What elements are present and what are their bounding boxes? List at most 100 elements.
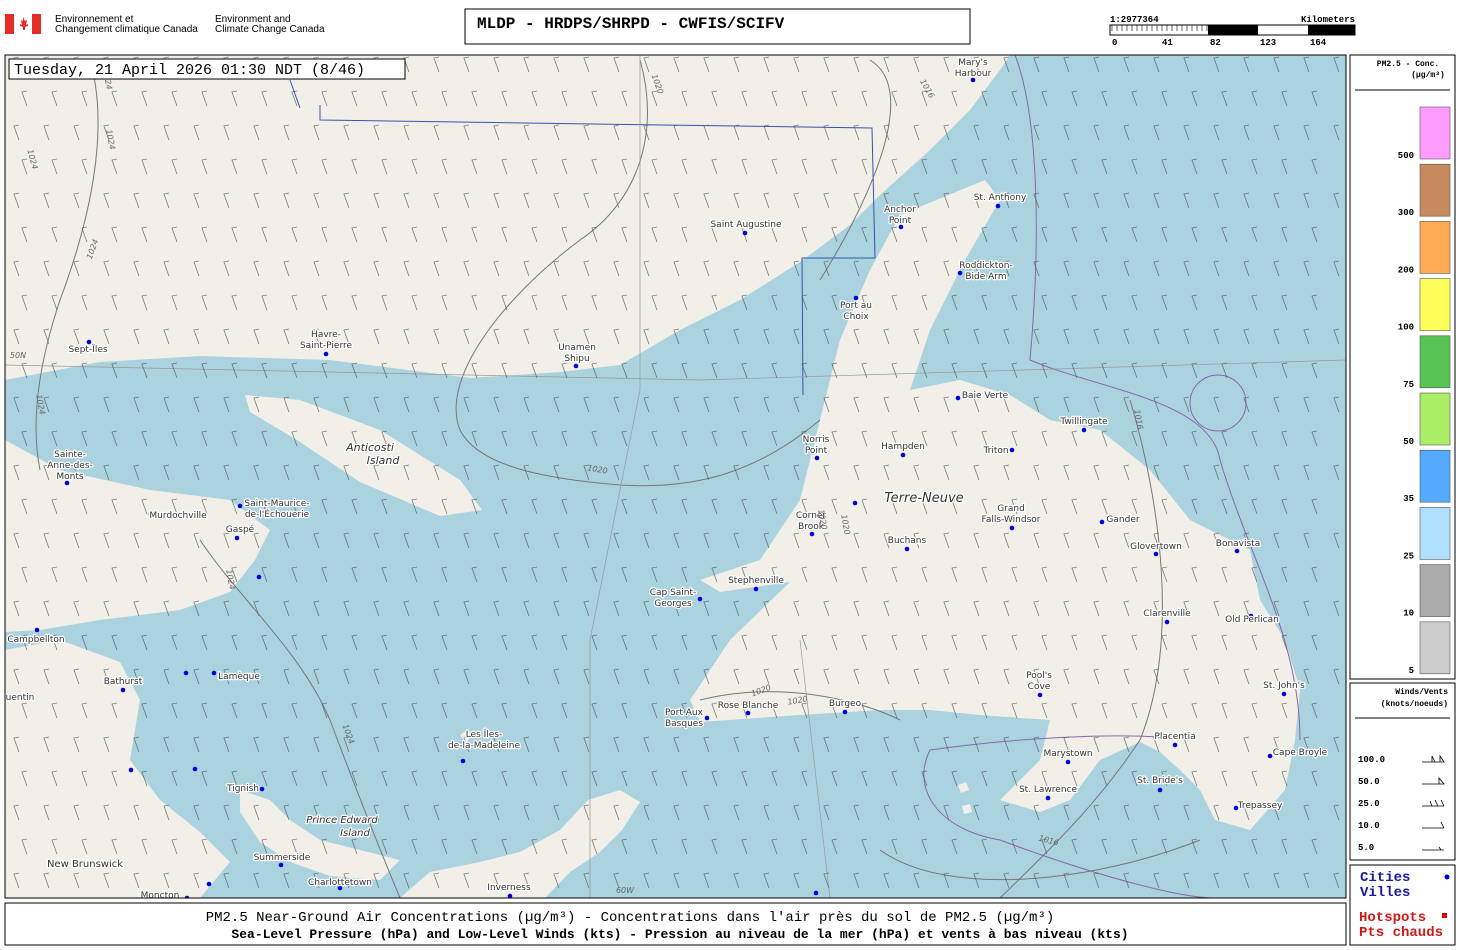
border [289, 79, 876, 396]
city-symbol [1444, 874, 1450, 880]
city-dot [809, 531, 815, 537]
city-label: Brook [798, 522, 825, 532]
city-dot [852, 500, 858, 506]
city-label: Charlottetown [308, 878, 372, 888]
graticule [5, 55, 1346, 898]
city-dot [842, 709, 848, 715]
city-dot [853, 295, 859, 301]
city-dot [904, 546, 910, 552]
land [5, 440, 270, 632]
pm25-label: 100 [1398, 323, 1414, 333]
city-label: Monts [56, 472, 84, 482]
city-dot [697, 596, 703, 602]
pm25-swatch [1419, 564, 1451, 617]
city-dot [1009, 525, 1015, 531]
city-label: Saint Augustine [710, 220, 782, 230]
pm25-label: 75 [1403, 380, 1414, 390]
contour-label: 1020 [816, 509, 828, 531]
city-dot [192, 766, 198, 772]
wind-title: Winds/Vents [1395, 688, 1448, 697]
city-dot [206, 881, 212, 887]
city-dot [1267, 753, 1273, 759]
city-dot [278, 862, 284, 868]
city-label: Glovertown [1130, 542, 1182, 552]
wind-unit: (knots/noeuds) [1381, 700, 1448, 709]
pm25-swatch [1419, 449, 1451, 503]
contour-label: 1020 [587, 463, 609, 475]
city-label: Sept-Îles [68, 343, 107, 355]
city-dot [1037, 692, 1043, 698]
city-label: Moncton [141, 891, 180, 901]
city-label: Basques [665, 719, 703, 729]
city-label: Campbellton [7, 635, 64, 645]
city-dot [898, 224, 904, 230]
contour-label: 1020 [787, 694, 809, 706]
timestamp: Tuesday, 21 April 2026 01:30 NDT (8/46) [14, 62, 365, 79]
agency-fr: Environnement et [55, 14, 134, 25]
city-label: Mary's [958, 58, 988, 68]
city-label: St. Anthony [974, 193, 1027, 203]
city-label: Port au [840, 301, 872, 311]
pm25-swatch [1419, 392, 1451, 446]
agency-en: Climate Change Canada [215, 24, 325, 35]
pm25-unit: (µg/m³) [1411, 71, 1445, 80]
city-dot [256, 574, 262, 580]
city-dot [34, 627, 40, 633]
city-dot [86, 339, 92, 345]
city-dot [1164, 619, 1170, 625]
city-label: Rose Blanche [718, 701, 779, 711]
wind-icon [1422, 776, 1445, 785]
city-dot [745, 710, 751, 716]
city-label: Corner [796, 511, 827, 521]
city-label: Summerside [254, 853, 311, 863]
wind-label: 5.0 [1358, 843, 1374, 853]
city-dot [337, 885, 343, 891]
city-dot [460, 758, 466, 764]
city-label: Old Perlican [1225, 615, 1279, 625]
city-label: Anchor [884, 205, 916, 215]
footer-box [4, 902, 1347, 946]
agency-fr: Changement climatique Canada [55, 24, 198, 35]
land [400, 790, 640, 898]
maple-leaf [20, 17, 28, 30]
city-label: Murdochville [149, 511, 207, 521]
region-label: Island [367, 454, 401, 467]
city-label: Cape Broyle [1273, 748, 1328, 758]
contour-label: 50N [10, 351, 26, 360]
city-label: de-la-Madeleine [448, 741, 521, 751]
city-dot [1281, 691, 1287, 697]
pm25-swatch [1419, 621, 1451, 675]
region-label: Island [340, 828, 370, 839]
scale-tick: 0 [1112, 38, 1117, 48]
city-label: Point [889, 216, 912, 226]
city-label: Marystown [1043, 749, 1092, 759]
scale-ratio: 1:2977364 [1110, 15, 1159, 25]
footer-line: Sea-Level Pressure (hPa) and Low-Level W… [231, 927, 1128, 942]
city-label: Saint-Pierre [300, 341, 353, 351]
pm25-swatch [1419, 335, 1451, 389]
city-dot [813, 890, 819, 896]
region-label: Anticosti [345, 441, 394, 454]
pm25-label: 200 [1398, 265, 1414, 275]
city-label: Twillingate [1059, 417, 1108, 427]
contour-label: 1020 [839, 514, 851, 536]
city-label: Falls-Windsor [982, 515, 1041, 525]
pm25-label: 5 [1409, 666, 1414, 676]
city-label: Bide Arm [965, 272, 1006, 282]
city-label: Sainte- [54, 450, 86, 460]
city-label: Clarenville [1143, 609, 1191, 619]
city-dot [1099, 519, 1105, 525]
city-label: Anne-des- [47, 461, 93, 471]
city-label: Gaspé [226, 524, 255, 535]
city-label: Placentia [1154, 732, 1195, 742]
city-label: Buchans [888, 536, 927, 546]
city-label: Harbour [955, 69, 992, 79]
wind-legend [1349, 682, 1456, 861]
city-label: Havre- [311, 330, 341, 340]
city-label: Unamen [558, 343, 596, 353]
flag-band [5, 14, 14, 34]
title-box [464, 8, 971, 45]
scale-bar: 0 41 82 123 164 [1109, 24, 1356, 48]
scale-unit: Kilometers [1301, 15, 1355, 25]
city-dot [1009, 447, 1015, 453]
